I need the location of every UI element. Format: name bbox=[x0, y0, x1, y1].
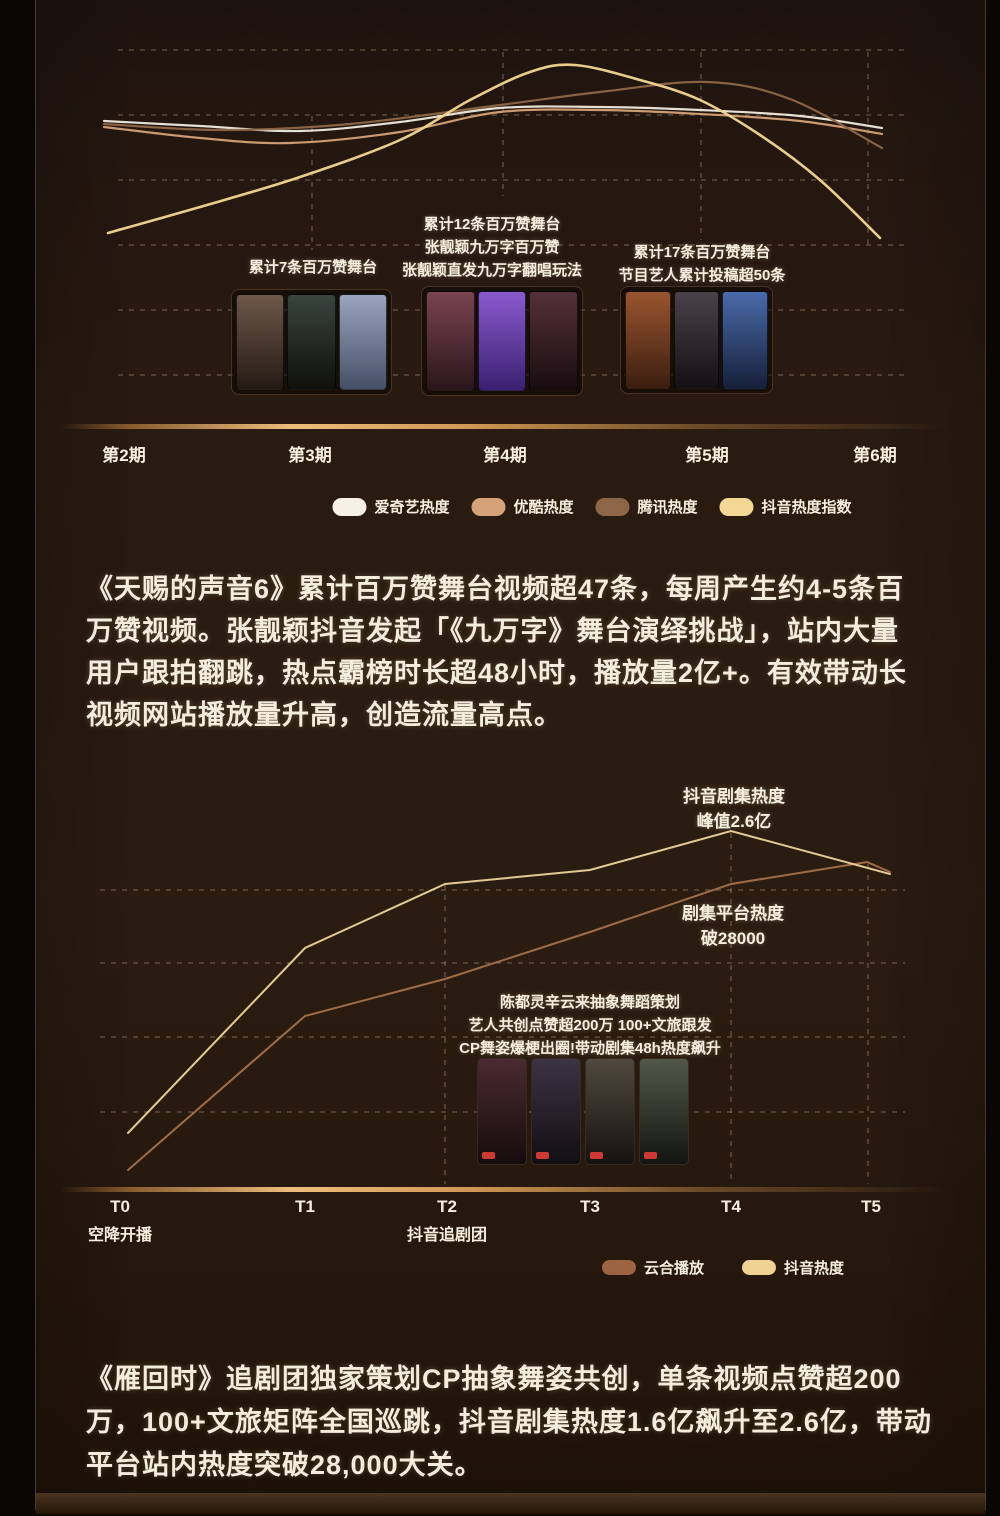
chart-annotation: 累计17条百万赞舞台 节目艺人累计投稿超50条 bbox=[619, 241, 786, 287]
legend-label: 腾讯热度 bbox=[637, 499, 698, 516]
legend-label: 云合播放 bbox=[643, 1260, 704, 1277]
x-axis-label: T3 bbox=[580, 1197, 600, 1216]
video-thumbnail[interactable] bbox=[531, 1058, 581, 1165]
video-thumbnail[interactable] bbox=[625, 291, 671, 389]
annotation-line: 剧集平台热度 bbox=[682, 904, 784, 923]
annotation-line: 峰值2.6亿 bbox=[696, 812, 772, 831]
chart-annotation: 累计12条百万赞舞台 张靓颖九万字百万赞张靓颖直发九万字翻唱玩法 bbox=[402, 213, 582, 282]
chart-annotation: 累计7条百万赞舞台 bbox=[249, 256, 377, 279]
x-axis-label: T0 bbox=[110, 1197, 130, 1216]
legend-swatch bbox=[719, 497, 754, 516]
legend-item: 抖音热度指数 bbox=[719, 496, 852, 517]
legend-swatch bbox=[595, 497, 630, 516]
video-thumbnail[interactable] bbox=[585, 1058, 635, 1165]
chart-annotation: 剧集平台热度 破28000 bbox=[682, 901, 784, 951]
annotation-line: 累计12条百万赞舞台 bbox=[423, 216, 561, 233]
video-thumbnail[interactable] bbox=[477, 1058, 527, 1165]
bottom-strip bbox=[36, 1493, 985, 1514]
red-badge bbox=[536, 1152, 549, 1159]
legend-item: 优酷热度 bbox=[471, 496, 574, 517]
x-axis-label: T2 bbox=[437, 1197, 457, 1216]
annotation-line: 节目艺人累计投稿超50条 bbox=[618, 267, 786, 284]
annotation-line: 抖音剧集热度 bbox=[683, 787, 785, 806]
video-thumbnail-group bbox=[421, 286, 583, 396]
legend-label: 爱奇艺热度 bbox=[374, 499, 450, 516]
video-thumbnail[interactable] bbox=[639, 1058, 689, 1165]
annotation-line: CP舞姿爆梗出圈!带动剧集48h热度飙升 bbox=[459, 1040, 721, 1057]
series-line-0-3 bbox=[106, 63, 882, 240]
legend-swatch bbox=[471, 497, 506, 516]
annotation-line: 破28000 bbox=[700, 929, 766, 948]
annotation-line: 累计7条百万赞舞台 bbox=[248, 259, 378, 276]
background-panel bbox=[35, 0, 986, 1514]
legend-swatch bbox=[332, 497, 367, 516]
x-axis-label: T4 bbox=[721, 1197, 741, 1216]
red-badge bbox=[482, 1152, 495, 1159]
annotation-line: 累计17条百万赞舞台 bbox=[633, 244, 771, 261]
chart1-axis-bar bbox=[60, 424, 948, 429]
video-thumbnail[interactable] bbox=[722, 291, 769, 389]
annotation-line: 张靓颖直发九万字翻唱玩法 bbox=[401, 262, 583, 279]
annotation-line: 艺人共创点赞超200万 100+文旅跟发 bbox=[468, 1017, 712, 1034]
video-thumbnail-group bbox=[620, 286, 773, 394]
video-thumbnail[interactable] bbox=[477, 291, 527, 391]
x-axis-label: 第4期 bbox=[483, 446, 527, 465]
video-thumbnail[interactable] bbox=[287, 294, 336, 390]
red-badge bbox=[590, 1152, 603, 1159]
series-line-1-0 bbox=[127, 860, 891, 1171]
chart2-axis-bar bbox=[60, 1187, 948, 1192]
video-thumbnail[interactable] bbox=[426, 291, 475, 391]
series-line-0-2 bbox=[102, 80, 884, 150]
red-badge bbox=[644, 1152, 657, 1159]
paragraph-yanhuishi-summary: 《雁回时》追剧团独家策划CP抽象舞姿共创，单条视频点赞超200 万，100+文旅… bbox=[86, 1364, 932, 1480]
annotation-line: 陈都灵辛云来抽象舞蹈策划 bbox=[499, 994, 680, 1011]
legend-label: 抖音热度 bbox=[784, 1260, 845, 1277]
legend-item: 云合播放 bbox=[601, 1257, 704, 1278]
chart-legend: 爱奇艺热度 优酷热度 腾讯热度 抖音热度指数 bbox=[332, 496, 852, 517]
x-axis-label: 第5期 bbox=[685, 446, 729, 465]
chart-annotation: 抖音剧集热度 峰值2.6亿 bbox=[683, 784, 785, 834]
legend-label: 抖音热度指数 bbox=[761, 499, 852, 516]
x-axis-label: 第6期 bbox=[853, 446, 897, 465]
video-thumbnail[interactable] bbox=[338, 294, 387, 390]
x-axis-label: T1 bbox=[295, 1197, 315, 1216]
x-axis-sublabel: 抖音追剧团 bbox=[406, 1227, 488, 1244]
x-axis-label: 第3期 bbox=[288, 446, 332, 465]
x-axis-sublabel: 空降开播 bbox=[87, 1227, 153, 1244]
paragraph-tianci-summary: 《天赐的声音6》累计百万赞舞台视频超47条，每周产生约4-5条百万赞视频。张靓颖… bbox=[86, 574, 907, 730]
legend-item: 抖音热度 bbox=[742, 1257, 844, 1278]
legend-label: 优酷热度 bbox=[513, 499, 574, 516]
x-axis-label: 第2期 bbox=[102, 446, 146, 465]
annotation-line: 张靓颖九万字百万赞 bbox=[424, 239, 560, 256]
series-line-0-1 bbox=[102, 108, 884, 145]
legend-swatch bbox=[742, 1260, 776, 1275]
legend-item: 腾讯热度 bbox=[595, 496, 698, 517]
video-thumbnail[interactable] bbox=[529, 291, 579, 391]
chart-annotation: 陈都灵辛云来抽象舞蹈策划艺人共创点赞超200万 100+文旅跟发 CP舞姿爆梗出圈… bbox=[459, 991, 721, 1060]
x-axis-label: T5 bbox=[861, 1197, 881, 1216]
legend-item: 爱奇艺热度 bbox=[332, 496, 449, 517]
series-line-1-1 bbox=[127, 829, 891, 1134]
video-thumbnail[interactable] bbox=[673, 291, 720, 389]
chart-legend: 云合播放 抖音热度 bbox=[601, 1257, 844, 1278]
series-line-0-0 bbox=[102, 105, 884, 133]
video-thumbnail-group bbox=[231, 289, 392, 395]
legend-swatch bbox=[601, 1260, 636, 1275]
video-thumbnail[interactable] bbox=[236, 294, 285, 390]
